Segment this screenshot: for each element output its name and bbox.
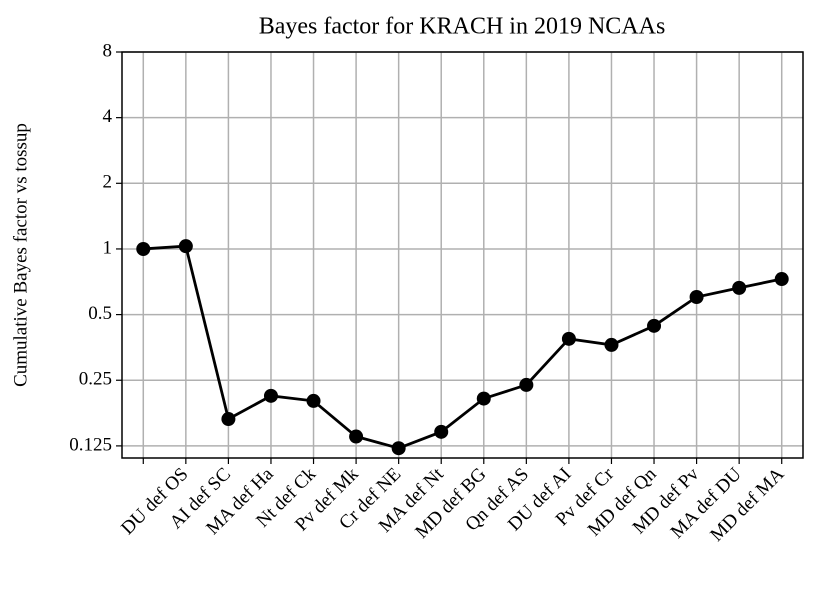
y-tick-label: 4 bbox=[103, 106, 113, 127]
y-tick-label: 0.125 bbox=[69, 434, 112, 455]
y-tick-label: 1 bbox=[103, 237, 113, 258]
point bbox=[434, 424, 449, 439]
point bbox=[689, 290, 704, 305]
chart-title: Bayes factor for KRACH in 2019 NCAAs bbox=[259, 14, 666, 40]
y-tick-label: 2 bbox=[103, 172, 113, 193]
point bbox=[732, 280, 747, 295]
point bbox=[774, 272, 789, 287]
point bbox=[136, 241, 151, 256]
y-axis-label: Cumulative Bayes factor vs tossup bbox=[10, 123, 31, 387]
line bbox=[143, 244, 783, 450]
point bbox=[647, 318, 662, 333]
y-tick-label: 0.5 bbox=[88, 303, 112, 324]
point bbox=[391, 441, 406, 456]
point bbox=[519, 377, 534, 392]
y-tick-label: 0.25 bbox=[79, 369, 112, 390]
point bbox=[349, 429, 364, 444]
point bbox=[561, 331, 576, 346]
point bbox=[221, 412, 236, 427]
point bbox=[604, 337, 619, 352]
point bbox=[178, 239, 193, 254]
point bbox=[476, 391, 491, 406]
point bbox=[263, 388, 278, 403]
point bbox=[306, 393, 321, 408]
y-tick-label: 8 bbox=[103, 40, 113, 61]
plot-frame bbox=[121, 51, 804, 459]
